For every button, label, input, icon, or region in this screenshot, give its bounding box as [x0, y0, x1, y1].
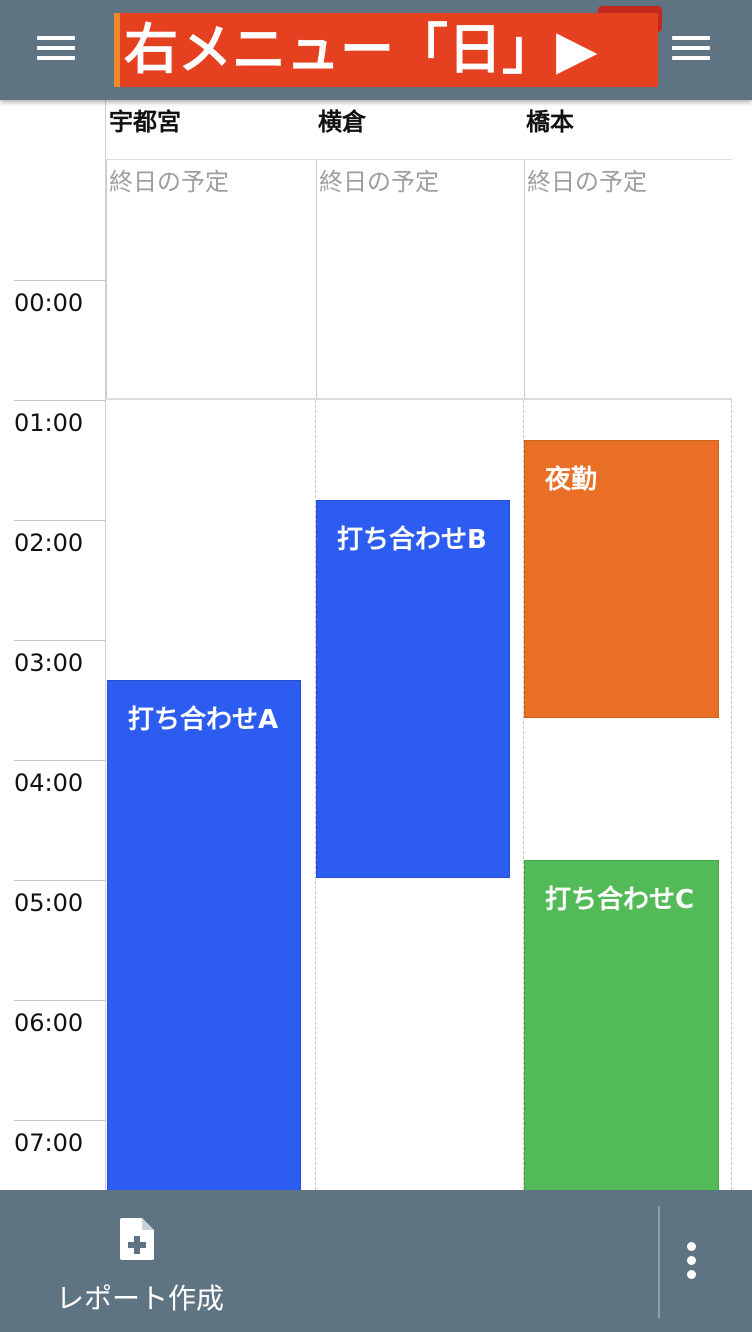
time-gridline [14, 880, 106, 881]
time-gridline [14, 280, 106, 281]
event-title: 夜勤 [545, 465, 598, 495]
allday-placeholder: 終日の予定 [527, 168, 647, 196]
event-meeting-c[interactable]: 打ち合わせC [524, 860, 719, 1200]
bottom-toolbar: レポート作成 [0, 1190, 752, 1332]
app-header: 右メニュー「日」▶ [0, 0, 752, 100]
toolbar-divider [658, 1206, 660, 1318]
time-gridline [14, 520, 106, 521]
time-label: 01:00 [14, 409, 84, 437]
create-report-button[interactable]: レポート作成 [40, 1208, 240, 1315]
right-menu-icon[interactable] [672, 33, 710, 63]
header-divider [106, 159, 732, 160]
column-divider [315, 400, 316, 1190]
allday-cell-yokokura[interactable]: 終日の予定 [316, 160, 524, 399]
file-add-icon [120, 1218, 154, 1260]
event-meeting-b[interactable]: 打ち合わせB [316, 500, 510, 878]
time-label: 04:00 [14, 769, 84, 797]
allday-placeholder: 終日の予定 [109, 168, 229, 196]
more-vertical-icon[interactable] [684, 1242, 700, 1282]
time-label: 03:00 [14, 649, 84, 677]
column-header-hashimoto[interactable]: 橋本 [526, 108, 574, 136]
time-gutter-border [105, 100, 106, 1190]
column-divider [523, 400, 524, 1190]
column-header-yokokura[interactable]: 横倉 [318, 108, 366, 136]
create-report-label: レポート作成 [55, 1282, 224, 1315]
event-title: 打ち合わせA [128, 705, 279, 735]
allday-divider [106, 398, 732, 400]
time-label: 02:00 [14, 529, 84, 557]
allday-cell-hashimoto[interactable]: 終日の予定 [524, 160, 732, 399]
time-label: 06:00 [14, 1009, 84, 1037]
time-gridline [14, 640, 106, 641]
time-label: 07:00 [14, 1129, 84, 1157]
view-banner: 右メニュー「日」▶ [114, 13, 658, 87]
time-gridline [14, 1000, 106, 1001]
allday-placeholder: 終日の予定 [319, 168, 439, 196]
time-gridline [14, 1120, 106, 1121]
event-meeting-a[interactable]: 打ち合わせA [107, 680, 301, 1200]
event-night-shift[interactable]: 夜勤 [524, 440, 719, 718]
column-divider [731, 400, 732, 1190]
event-title: 打ち合わせB [337, 525, 487, 555]
event-title: 打ち合わせC [545, 885, 695, 915]
column-header-utsunomiya[interactable]: 宇都宮 [109, 108, 181, 136]
allday-cell-utsunomiya[interactable]: 終日の予定 [106, 160, 316, 399]
time-gridline [14, 760, 106, 761]
time-label: 05:00 [14, 889, 84, 917]
time-gridline [14, 400, 106, 401]
left-menu-icon[interactable] [37, 33, 75, 63]
time-label: 00:00 [14, 289, 84, 317]
